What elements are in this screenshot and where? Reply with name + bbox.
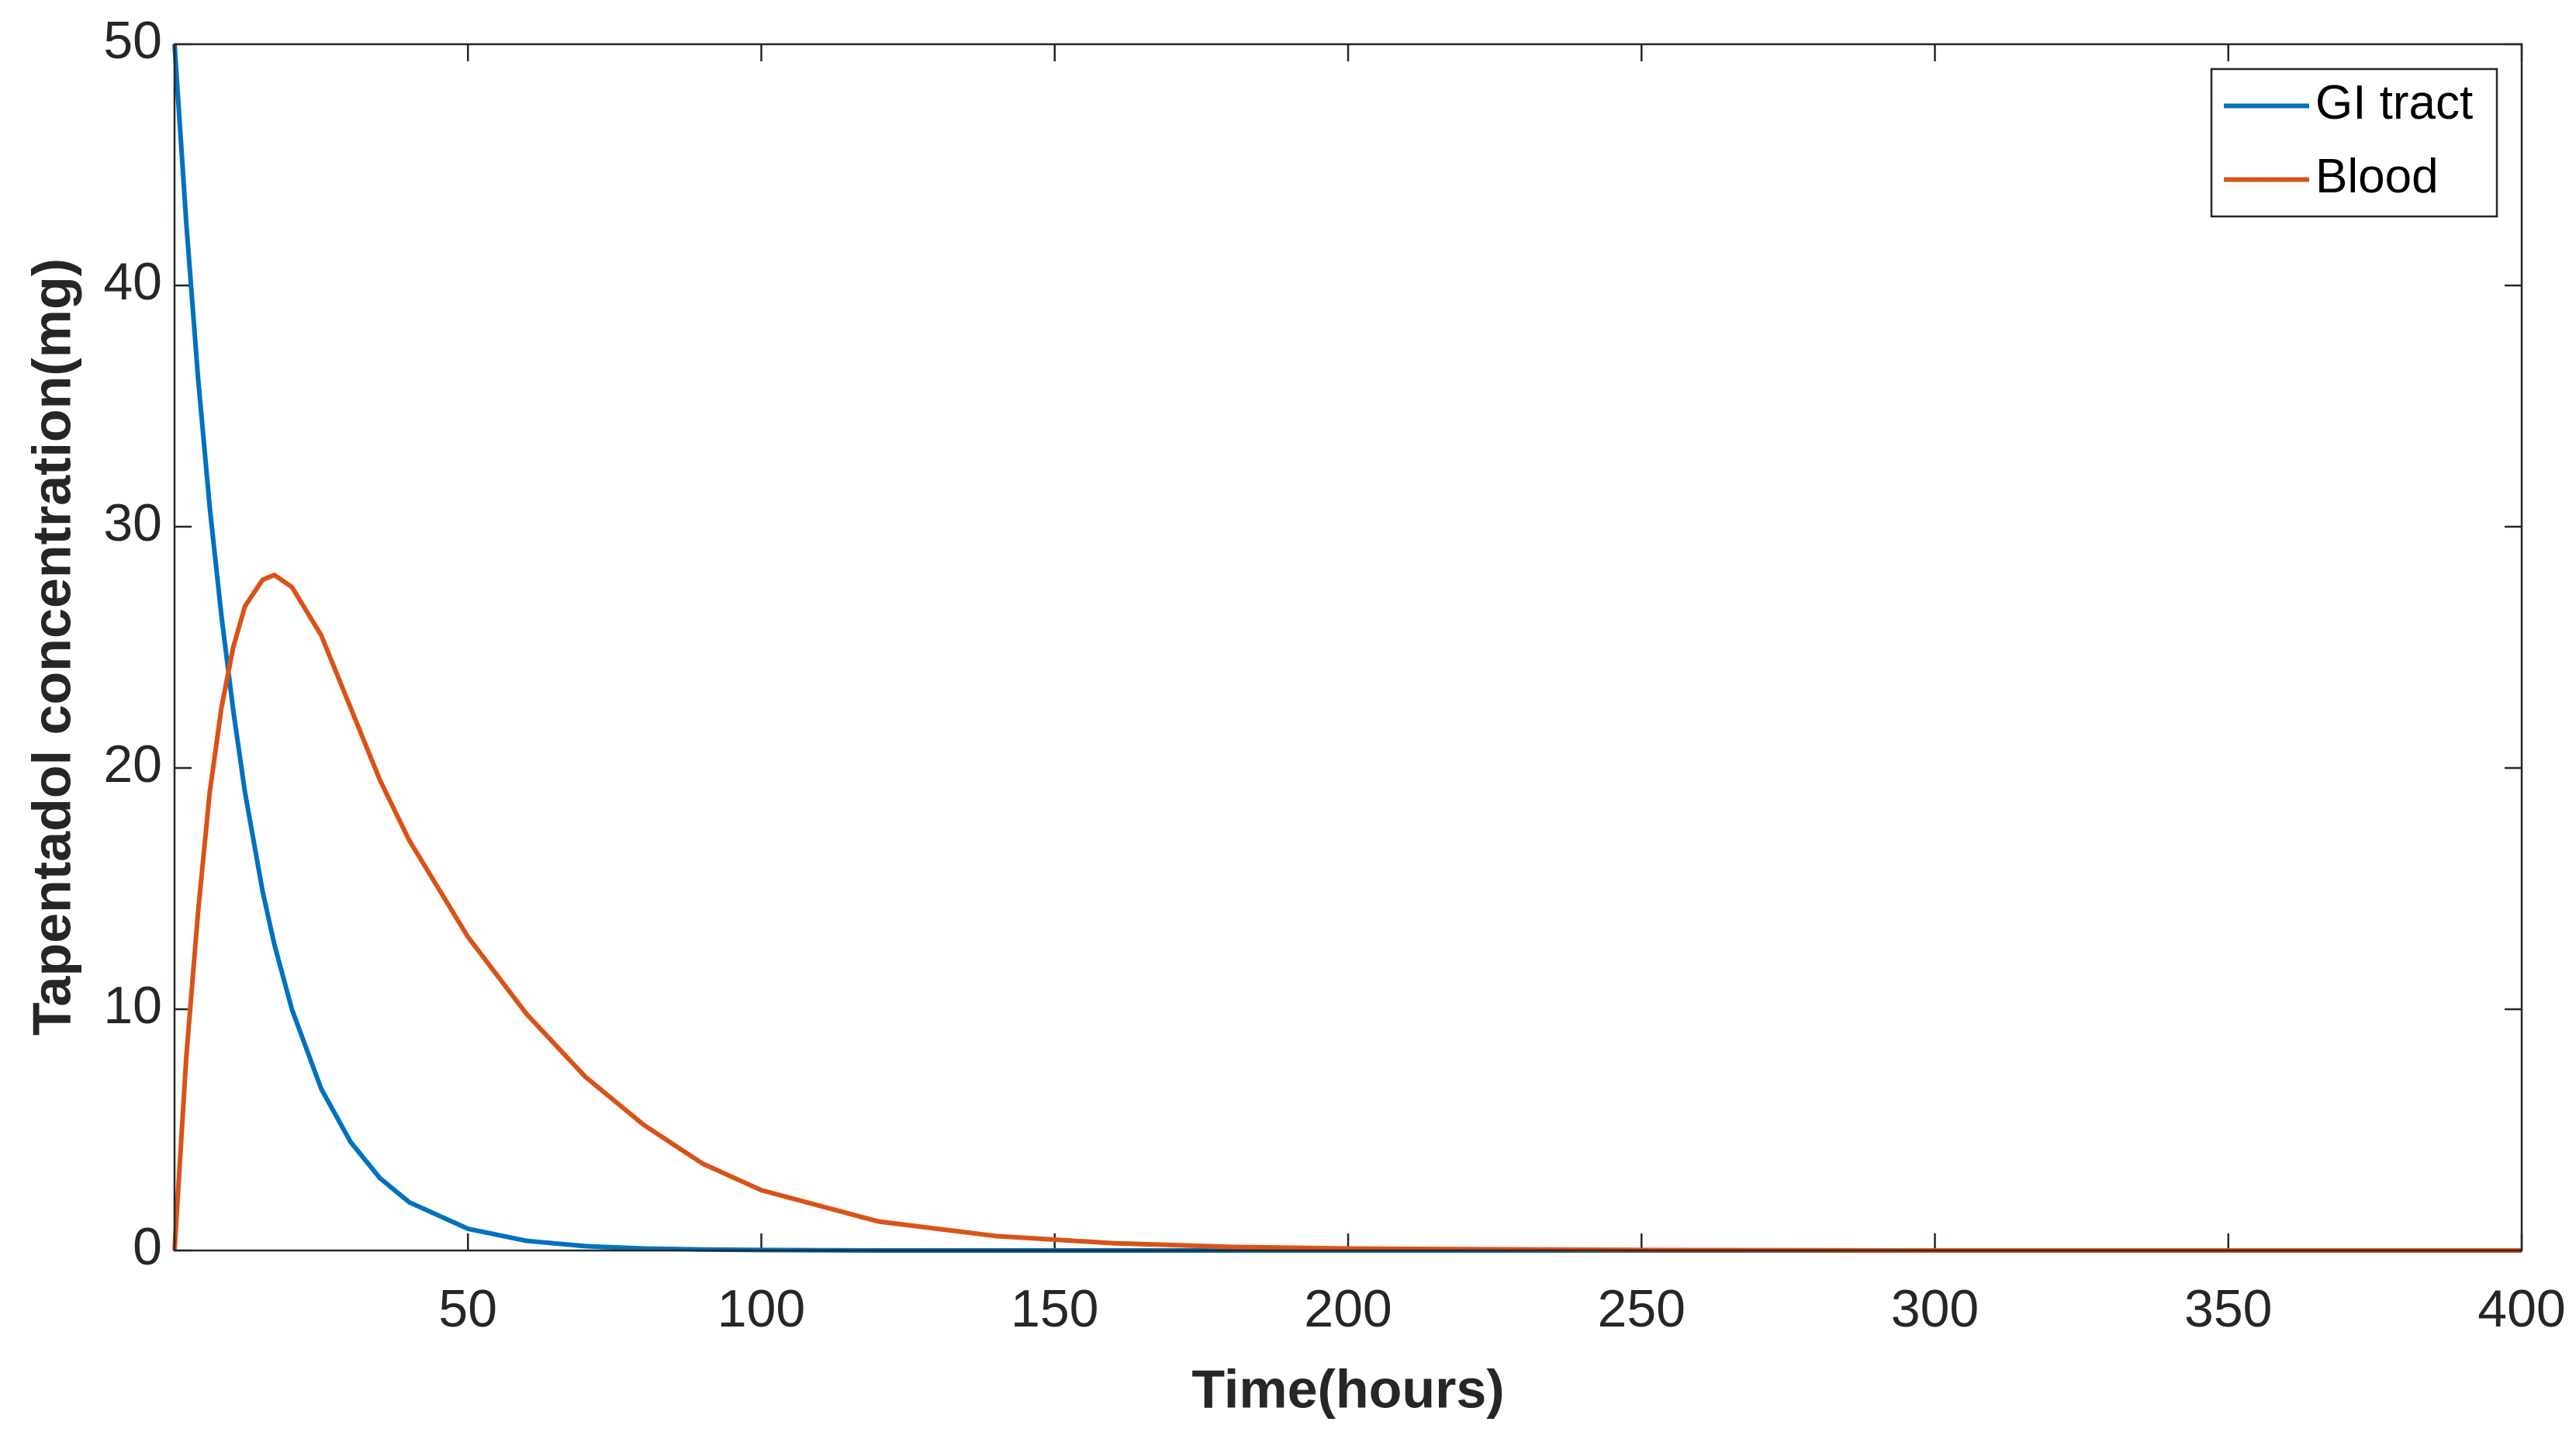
- y-tick-label: 20: [103, 735, 162, 794]
- x-tick-label: 150: [1011, 1279, 1098, 1338]
- x-axis-title: Time(hours): [1191, 1358, 1504, 1419]
- legend-box: [2210, 67, 2498, 218]
- y-tick-label: 10: [103, 976, 162, 1035]
- y-tick-label: 40: [103, 252, 162, 311]
- x-tick-label: 350: [2184, 1279, 2272, 1338]
- data-line: [172, 572, 2522, 1253]
- legend-label: GI tract: [2315, 76, 2473, 130]
- legend-label: Blood: [2315, 150, 2439, 203]
- y-tick-label: 30: [103, 493, 162, 552]
- y-axis-title: Tapentadol concentration(mg): [21, 258, 81, 1036]
- y-tick-label: 50: [103, 11, 162, 70]
- x-tick-label: 200: [1304, 1279, 1392, 1338]
- x-tick-label: 300: [1891, 1279, 1979, 1338]
- x-tick-label: 100: [717, 1279, 805, 1338]
- x-tick-label: 400: [2477, 1279, 2565, 1338]
- x-tick-label: 50: [438, 1279, 497, 1338]
- x-tick-label: 250: [1598, 1279, 1686, 1338]
- y-tick-label: 0: [133, 1217, 162, 1276]
- plot-frame: [173, 43, 2523, 1252]
